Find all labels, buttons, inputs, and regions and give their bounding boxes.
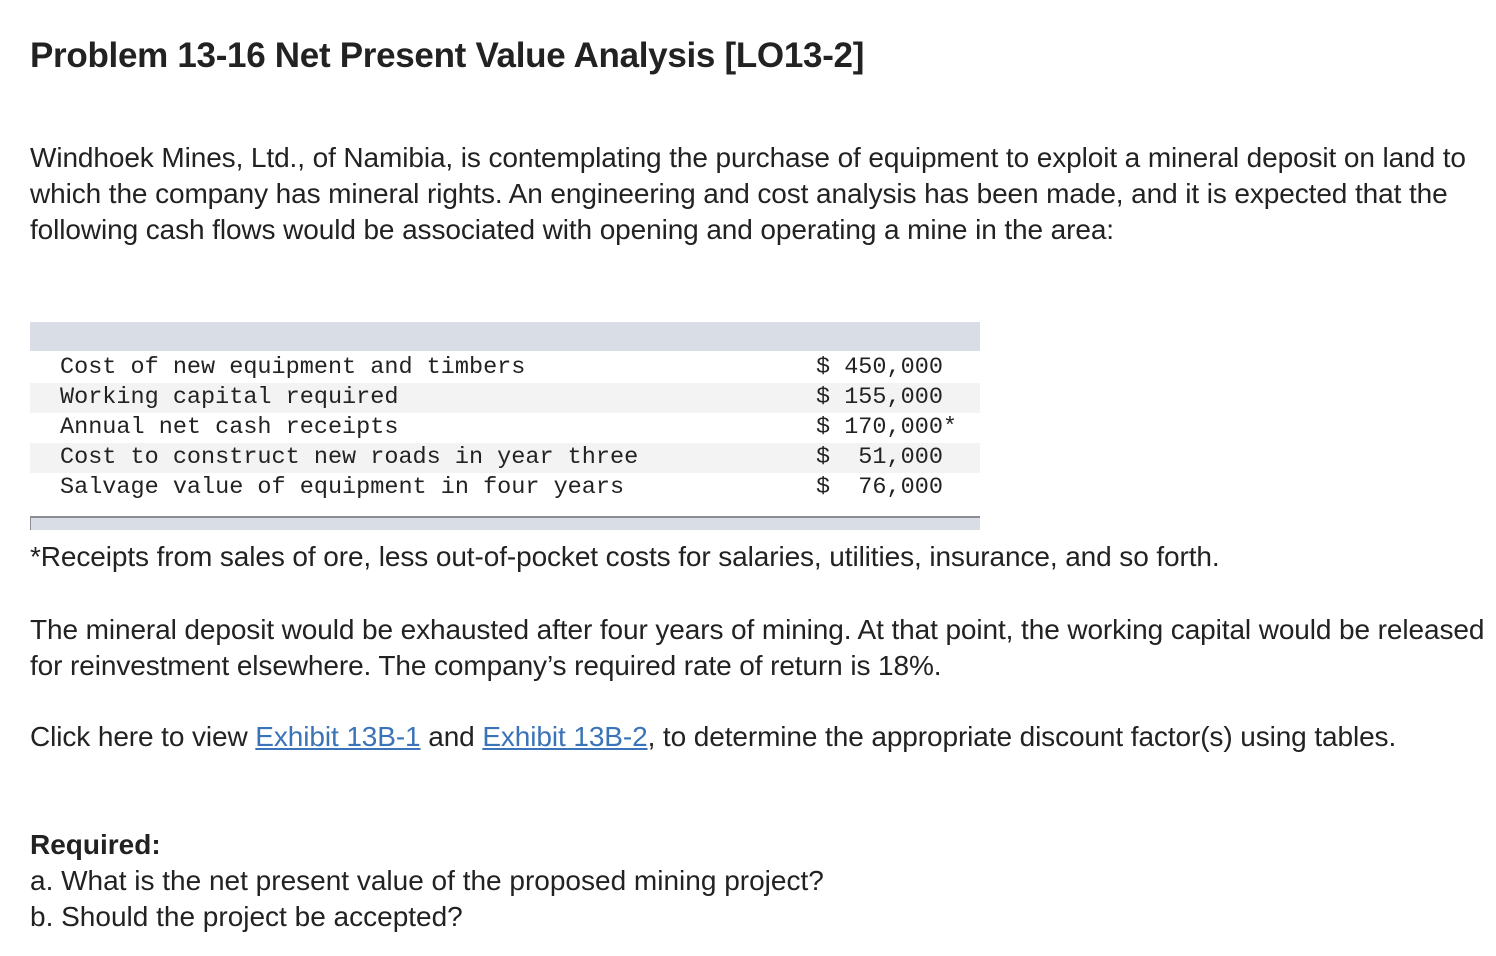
row-label: Cost of new equipment and timbers <box>60 354 526 381</box>
question-a: a. What is the net present value of the … <box>30 865 824 896</box>
problem-title: Problem 13-16 Net Present Value Analysis… <box>30 36 865 75</box>
row-label: Working capital required <box>60 384 399 411</box>
row-value: $ 51,000 <box>816 444 943 471</box>
question-b: b. Should the project be accepted? <box>30 901 463 932</box>
click-prefix: Click here to view <box>30 721 256 752</box>
row-value: $ 170,000* <box>816 414 958 441</box>
table-row: Working capital required $ 155,000 <box>30 383 980 413</box>
required-section: Required: a. What is the net present val… <box>30 827 824 935</box>
table-header-bar <box>30 322 980 351</box>
click-suffix: , to determine the appropriate discount … <box>647 721 1397 752</box>
deposit-paragraph: The mineral deposit would be exhausted a… <box>30 614 1485 681</box>
row-value: $ 450,000 <box>816 354 943 381</box>
table-row: Cost to construct new roads in year thre… <box>30 443 980 473</box>
row-label: Salvage value of equipment in four years <box>60 474 625 501</box>
row-value: $ 76,000 <box>816 474 943 501</box>
exhibit-13b-1-link[interactable]: Exhibit 13B-1 <box>255 721 421 752</box>
row-value: $ 155,000 <box>816 384 943 411</box>
row-label: Cost to construct new roads in year thre… <box>60 444 639 471</box>
table-row: Annual net cash receipts $ 170,000* <box>30 413 980 443</box>
exhibit-13b-2-link[interactable]: Exhibit 13B-2 <box>482 721 648 752</box>
intro-paragraph: Windhoek Mines, Ltd., of Namibia, is con… <box>30 142 1466 245</box>
table-row: Cost of new equipment and timbers $ 450,… <box>30 353 980 383</box>
click-middle: and <box>420 721 483 752</box>
exhibit-paragraph: Click here to view Exhibit 13B-1 and Exh… <box>30 719 1496 755</box>
cash-flow-table: Cost of new equipment and timbers $ 450,… <box>30 322 980 530</box>
row-label: Annual net cash receipts <box>60 414 399 441</box>
required-heading: Required: <box>30 829 161 860</box>
table-row: Salvage value of equipment in four years… <box>30 473 980 503</box>
footnote: *Receipts from sales of ore, less out-of… <box>30 541 1220 572</box>
table-footer-bar <box>30 516 980 530</box>
